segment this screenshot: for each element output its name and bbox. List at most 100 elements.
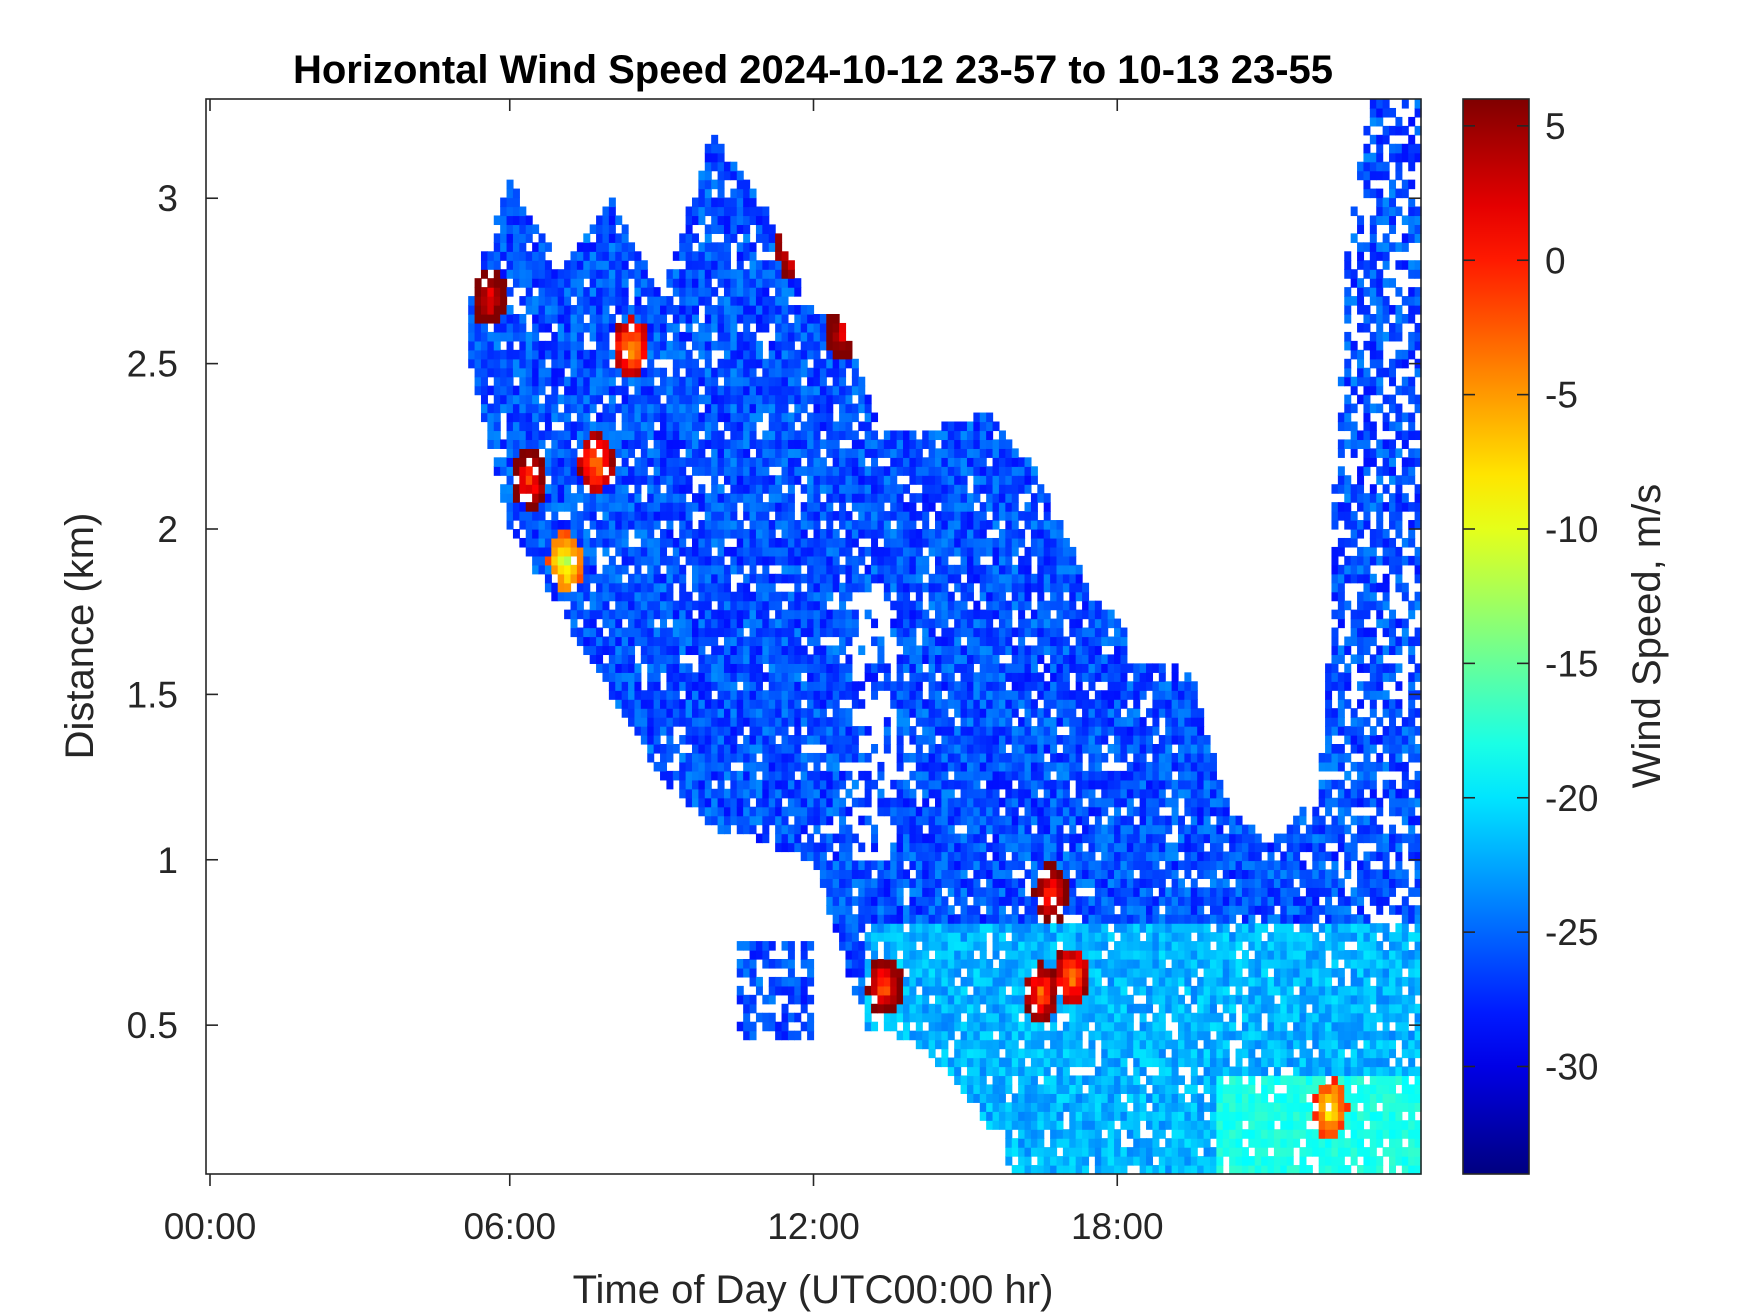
heatmap-cell (576, 627, 584, 638)
heatmap-cell (525, 269, 533, 279)
heatmap-cell (723, 717, 731, 727)
heatmap-cell (711, 394, 719, 405)
heatmap-cell (736, 618, 744, 629)
heatmap-cell (647, 484, 655, 494)
heatmap-cell (596, 385, 604, 396)
heatmap-cell (730, 779, 738, 790)
heatmap-cell (896, 959, 904, 969)
heatmap-cell (723, 788, 731, 799)
heatmap-cell (787, 564, 795, 575)
heatmap-cell (692, 502, 699, 512)
heatmap-cell (903, 1030, 911, 1041)
heatmap-cell (896, 537, 904, 548)
heatmap-cell (755, 287, 763, 297)
heatmap-cell (935, 493, 942, 503)
heatmap-cell (1005, 475, 1013, 485)
heatmap-cell (807, 967, 815, 978)
heatmap-cell (966, 627, 974, 638)
heatmap-cell (800, 654, 808, 664)
heatmap-cell (532, 260, 540, 270)
heatmap-cell (672, 385, 680, 396)
heatmap-cell (839, 412, 847, 423)
heatmap-cell (954, 860, 962, 871)
heatmap-cell (768, 457, 776, 467)
heatmap-cell (775, 618, 783, 629)
heatmap-cell (672, 412, 680, 423)
heatmap-cell (487, 331, 495, 342)
heatmap-cell (864, 403, 872, 414)
heatmap-cell (851, 860, 859, 871)
heatmap-cell (723, 305, 731, 315)
heatmap-cell (787, 260, 795, 270)
heatmap-cell (698, 296, 706, 306)
heatmap-cell (557, 555, 565, 566)
heatmap-cell (781, 941, 789, 951)
heatmap-cell (979, 770, 987, 781)
heatmap-cell (858, 959, 866, 969)
heatmap-cell (1018, 573, 1026, 584)
heatmap-cell (717, 779, 725, 790)
heatmap-cell (1024, 511, 1032, 521)
heatmap-cell (947, 842, 955, 853)
heatmap-cell (877, 797, 885, 808)
heatmap-cell (506, 439, 514, 449)
heatmap-cell (794, 412, 802, 423)
heatmap-cell (1005, 815, 1013, 826)
heatmap-cell (851, 376, 859, 387)
heatmap-cell (871, 430, 879, 441)
heatmap-cell (979, 457, 987, 467)
heatmap-cell (762, 511, 770, 521)
heatmap-cell (1050, 1129, 1058, 1139)
heatmap-cell (512, 511, 520, 521)
heatmap-cell (839, 923, 847, 933)
heatmap-cell (973, 869, 981, 879)
heatmap-cell (864, 484, 872, 494)
heatmap-cell (762, 564, 770, 575)
heatmap-cell (787, 475, 795, 485)
heatmap-cell (557, 358, 565, 369)
heatmap-cell (819, 376, 827, 387)
heatmap-cell (762, 824, 770, 835)
heatmap-cell (1037, 932, 1045, 942)
heatmap-cell (896, 896, 904, 906)
heatmap-cell (960, 842, 968, 853)
heatmap-cell (813, 690, 821, 700)
heatmap-cell (1037, 842, 1045, 853)
heatmap-cell (640, 690, 648, 700)
heatmap-cell (851, 403, 859, 414)
heatmap-cell (800, 717, 808, 727)
heatmap-cell (621, 636, 629, 647)
heatmap-cell (602, 618, 610, 629)
heatmap-cell (749, 726, 757, 736)
heatmap-cell (992, 815, 1000, 826)
heatmap-cell (787, 967, 795, 978)
heatmap-cell (743, 824, 751, 835)
heatmap-cell (1037, 744, 1045, 754)
heatmap-cell (935, 457, 942, 467)
heatmap-cell (544, 582, 552, 593)
heatmap-cell (1005, 1120, 1013, 1130)
heatmap-cell (1024, 1066, 1032, 1077)
heatmap-cell (992, 761, 1000, 772)
heatmap-cell (800, 502, 808, 512)
heatmap-cell (909, 878, 917, 888)
heatmap-cell (781, 520, 789, 530)
heatmap-cell (506, 367, 514, 378)
heatmap-cell (947, 1066, 955, 1077)
heatmap-cell (596, 582, 604, 593)
heatmap-cell (583, 564, 591, 575)
heatmap-cell (909, 573, 917, 584)
heatmap-cell (928, 896, 936, 906)
heatmap-cell (992, 636, 1000, 647)
heatmap-cell (736, 1021, 744, 1032)
heatmap-cell (794, 788, 802, 799)
heatmap-cell (935, 878, 942, 888)
heatmap-cell (883, 735, 891, 745)
heatmap-cell (941, 466, 949, 476)
heatmap-cell (858, 573, 866, 584)
heatmap-cell (1005, 779, 1013, 790)
heatmap-cell (621, 708, 629, 718)
heatmap-cell (986, 905, 994, 915)
heatmap-cell (839, 403, 847, 414)
heatmap-cell (986, 878, 994, 888)
